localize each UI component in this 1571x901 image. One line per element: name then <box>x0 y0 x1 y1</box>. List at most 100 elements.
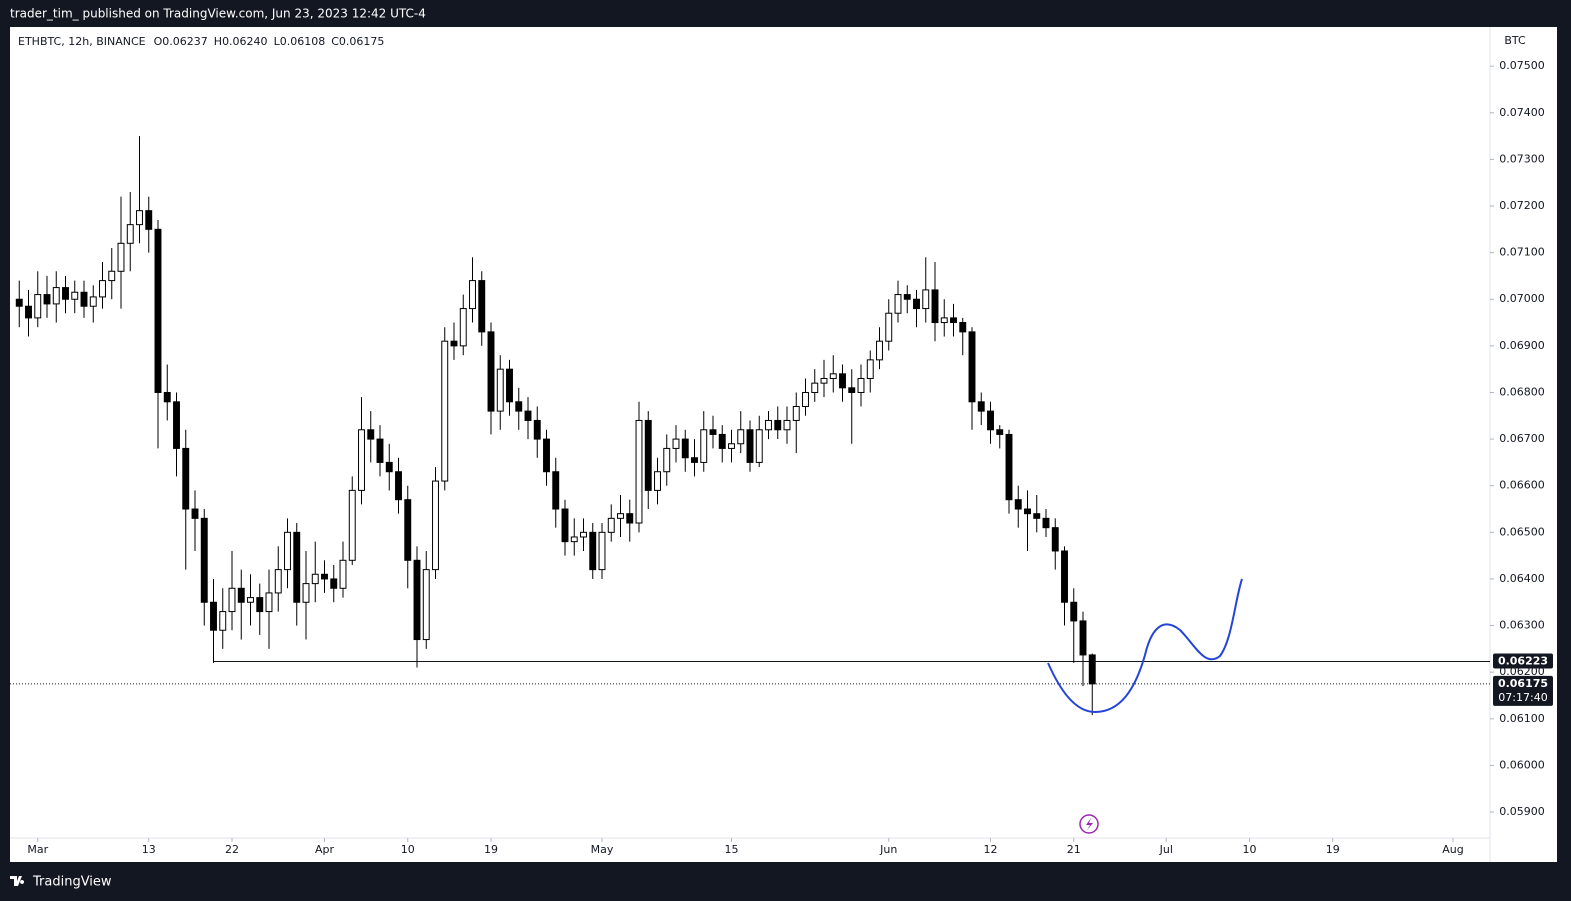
hand-drawn-projection <box>1047 578 1243 714</box>
candle-body <box>1070 601 1078 622</box>
candle-body <box>968 331 976 403</box>
candle-body <box>376 438 384 463</box>
candle-body <box>1079 620 1087 656</box>
candle-body <box>607 517 615 533</box>
candle-body <box>43 294 51 305</box>
candle-body <box>469 280 476 310</box>
candle-body <box>34 294 42 319</box>
candle-body <box>913 298 920 310</box>
legend-value: 0.06237 <box>162 35 208 48</box>
candle-body <box>663 447 671 473</box>
y-tick-label: 0.06800 <box>1499 385 1545 398</box>
y-tick-label: 0.06700 <box>1499 432 1545 445</box>
candle-body <box>829 373 837 379</box>
candle-body <box>1024 508 1031 515</box>
x-tick-label: Mar <box>27 843 48 856</box>
candle-body <box>311 573 319 585</box>
candle-body <box>395 471 402 501</box>
candle-body <box>413 559 421 641</box>
plot <box>10 136 1490 716</box>
x-tick-label: 15 <box>725 843 739 856</box>
candle-body <box>136 210 143 226</box>
candle-body <box>700 429 708 463</box>
candle-body <box>1014 499 1022 510</box>
candle-body <box>617 513 624 519</box>
candle-body <box>284 531 291 571</box>
candle-body <box>265 592 273 613</box>
legend-value: 0.06240 <box>222 35 268 48</box>
candle-body <box>635 419 643 524</box>
y-tick-label: 0.07200 <box>1499 199 1545 212</box>
candle-body <box>783 419 791 431</box>
candle-body <box>737 429 745 445</box>
candle-body <box>348 489 356 561</box>
candle-body <box>977 401 985 412</box>
legend-value: 0.06108 <box>280 35 326 48</box>
y-tick-label: 0.06400 <box>1499 572 1545 585</box>
candle-body <box>71 291 79 300</box>
x-tick-label: 13 <box>142 843 156 856</box>
candle-body <box>524 410 532 421</box>
candle-body <box>728 443 735 449</box>
current-price-box <box>1493 675 1553 706</box>
candle-body <box>99 280 106 298</box>
candle-body <box>302 583 310 603</box>
candle-body <box>247 597 254 603</box>
candle-body <box>145 210 153 230</box>
x-tick-label: 19 <box>484 843 498 856</box>
candle-body <box>996 429 1004 435</box>
candle-body <box>746 429 754 463</box>
candle-body <box>765 419 772 431</box>
header: trader_tim_ published on TradingView.com… <box>10 7 426 21</box>
candle-body <box>885 312 893 342</box>
legend-label: L <box>274 35 281 48</box>
candle-body <box>709 429 717 435</box>
candle-body <box>182 447 190 510</box>
candle-body <box>293 531 301 603</box>
x-tick-label: 10 <box>1243 843 1257 856</box>
chart-area <box>10 27 1557 862</box>
y-tick-label: 0.06000 <box>1499 758 1545 771</box>
candle-body <box>191 508 199 519</box>
support-price-box <box>1493 653 1553 669</box>
candle-body <box>811 382 819 393</box>
candle-body <box>339 559 347 589</box>
candle-body <box>792 405 800 421</box>
event-icon <box>1079 814 1099 834</box>
candle-body <box>1088 654 1096 685</box>
candle-body <box>580 531 587 538</box>
candle-body <box>848 387 856 393</box>
candle-body <box>108 270 116 282</box>
candle-body <box>154 228 162 393</box>
candle-body <box>80 291 88 307</box>
candle-body <box>274 569 282 594</box>
candle-body <box>598 531 606 571</box>
candle-body <box>52 287 60 305</box>
footer-brand: TradingView <box>32 875 112 890</box>
candle-body <box>774 419 782 431</box>
y-tick-label: 0.06300 <box>1499 619 1545 632</box>
candle-body <box>903 294 911 300</box>
candle-body <box>755 429 763 463</box>
y-tick-label: 0.06500 <box>1499 525 1545 538</box>
y-tick-label: 0.06600 <box>1499 479 1545 492</box>
y-tick-label: 0.05900 <box>1499 805 1545 818</box>
unit-label: BTC <box>1504 34 1526 47</box>
candle-body <box>1051 527 1059 552</box>
candle-body <box>126 224 134 244</box>
candle-body <box>543 438 550 473</box>
candle-body <box>506 368 513 403</box>
candle-body <box>866 359 874 379</box>
x-tick-label: Jul <box>1159 843 1173 856</box>
candle-body <box>1042 517 1050 529</box>
candle-body <box>515 401 523 412</box>
candle-body <box>931 289 939 324</box>
candle-body <box>922 289 930 310</box>
candle-body <box>552 471 560 510</box>
x-tick-label: 12 <box>984 843 998 856</box>
x-tick-label: May <box>591 843 614 856</box>
legend-symbol: ETHBTC, 12h, BINANCE <box>18 35 146 48</box>
y-tick-label: 0.07000 <box>1499 292 1545 305</box>
candle-body <box>681 438 689 459</box>
x-tick-label: 19 <box>1326 843 1340 856</box>
